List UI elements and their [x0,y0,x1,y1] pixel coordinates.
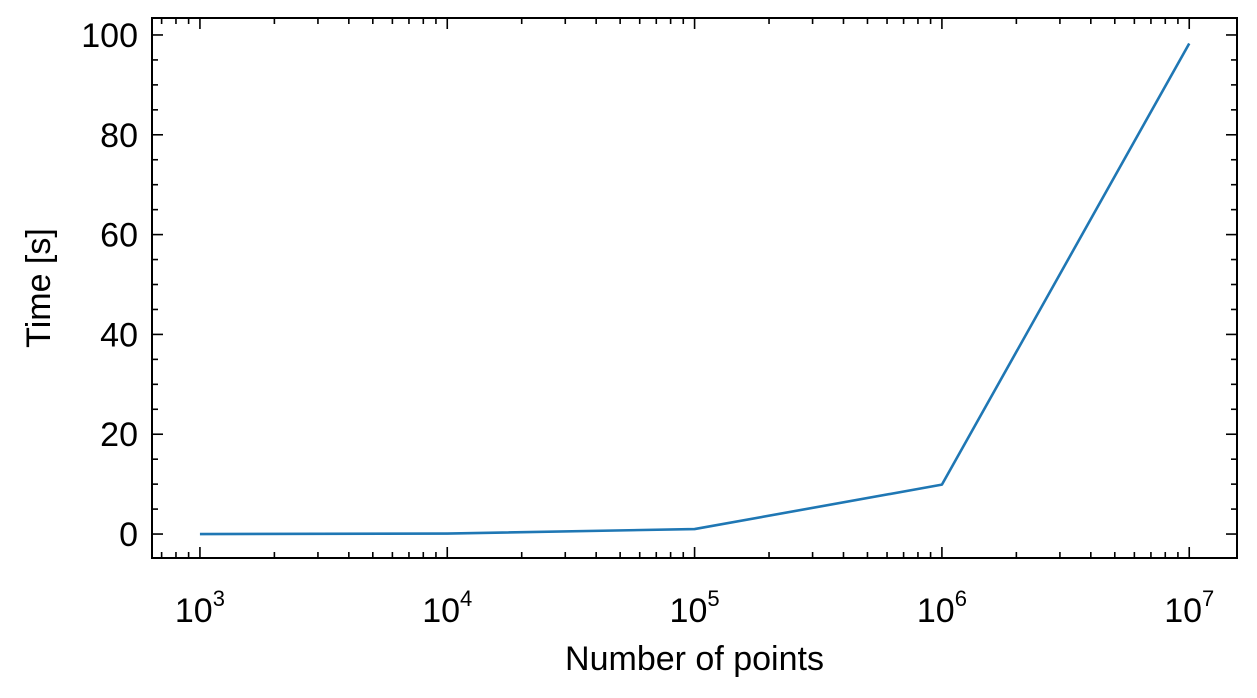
series-line [199,42,1191,536]
x-axis-label: Number of points [565,640,824,678]
x-tick-labels: 103 104 105 106 107 [175,586,1214,630]
y-axis-label: Time [s] [20,228,58,348]
axis-ticks [152,18,1237,558]
y-tick-label: 20 [100,416,138,454]
x-tick-label: 105 [670,586,720,630]
series-layer [199,42,1191,536]
y-tick-labels: 0 20 40 60 80 100 [81,17,138,554]
y-tick-label: 40 [100,316,138,354]
x-tick-label: 104 [422,586,472,630]
plot-frame [151,17,1238,559]
y-tick-label: 100 [81,17,138,55]
y-tick-label: 0 [119,516,138,554]
x-tick-label: 107 [1164,586,1214,630]
x-tick-label: 106 [917,586,967,630]
y-tick-label: 80 [100,117,138,155]
y-tick-label: 60 [100,217,138,255]
x-tick-label: 103 [175,586,225,630]
